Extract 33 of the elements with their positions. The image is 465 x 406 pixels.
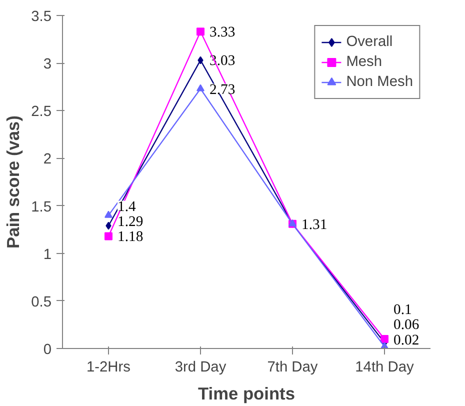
- point: [104, 210, 112, 218]
- y-tick-label: 2.5: [31, 104, 52, 120]
- data-label: 0.02: [394, 332, 420, 348]
- data-label: 1.29: [118, 214, 144, 230]
- y-tick-label: 1: [43, 246, 52, 263]
- point: [106, 222, 112, 230]
- x-tick-label: 1-2Hrs: [86, 360, 130, 376]
- data-label: 0.1: [394, 302, 412, 318]
- data-label: 0.06: [394, 317, 420, 334]
- legend-label: Non Mesh: [346, 74, 413, 90]
- point: [196, 28, 204, 36]
- legend-label: Overall: [346, 34, 393, 50]
- y-tick-label: 0.5: [31, 294, 52, 310]
- data-label: 1.31: [302, 216, 328, 233]
- x-tick-label: 3rd Day: [174, 360, 227, 376]
- point: [198, 56, 204, 64]
- y-axis-title: Pain score (vas): [3, 116, 24, 248]
- x-tick-label: 7th Day: [267, 360, 318, 376]
- data-label: 2.73: [210, 82, 236, 98]
- data-label: 1.18: [118, 229, 144, 246]
- y-tick-label: 2: [43, 152, 52, 168]
- point: [104, 232, 112, 240]
- point: [380, 334, 388, 343]
- x-tick-label: 14th Day: [355, 360, 414, 376]
- y-tick-label: 3: [43, 56, 52, 73]
- x-axis-title: Time points: [198, 384, 295, 404]
- point: [196, 84, 204, 92]
- data-label: 3.33: [210, 24, 236, 41]
- y-tick-label: 1.5: [31, 199, 52, 216]
- y-tick-label: 3.5: [31, 9, 52, 25]
- data-label: 1.4: [118, 198, 136, 215]
- y-tick-label: 0: [43, 342, 52, 358]
- legend-label: Mesh: [346, 54, 382, 70]
